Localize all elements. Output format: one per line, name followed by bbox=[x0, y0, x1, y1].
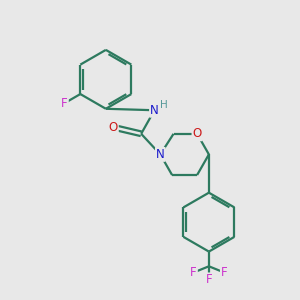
Text: O: O bbox=[193, 127, 202, 140]
Text: H: H bbox=[160, 100, 168, 110]
Text: O: O bbox=[109, 122, 118, 134]
Text: N: N bbox=[150, 104, 159, 117]
Text: F: F bbox=[221, 266, 227, 279]
Text: N: N bbox=[156, 148, 165, 161]
Text: F: F bbox=[61, 97, 68, 110]
Text: F: F bbox=[206, 273, 212, 286]
Text: F: F bbox=[190, 266, 197, 279]
